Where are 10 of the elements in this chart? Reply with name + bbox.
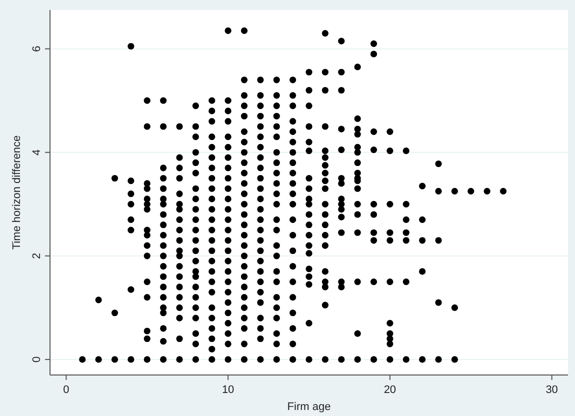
x-tick-label: 30 [546,384,558,396]
x-tick-label: 10 [222,384,234,396]
y-tick-label: 0 [31,356,43,363]
x-tick-label: 0 [63,384,70,396]
y-tick-label: 6 [31,46,43,52]
x-tick-label: 20 [384,384,396,396]
y-tick-label: 4 [31,149,43,156]
y-tick-label: 2 [31,252,43,259]
y-axis-title: Time horizon difference [11,135,23,250]
x-axis-title: Firm age [287,401,331,413]
